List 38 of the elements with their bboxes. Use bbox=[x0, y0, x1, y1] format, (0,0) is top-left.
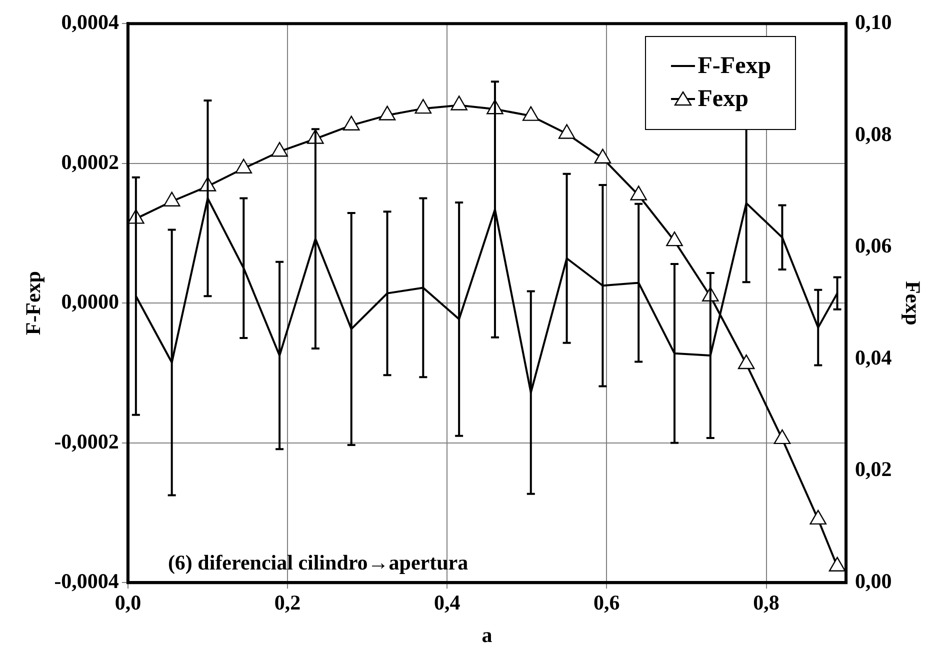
y-tick-label: 0,0002 bbox=[61, 150, 119, 174]
x-tick-label: 0,2 bbox=[274, 590, 301, 615]
y-tick-label: 0,0000 bbox=[61, 290, 119, 314]
point bbox=[828, 556, 846, 572]
point bbox=[414, 98, 432, 114]
point bbox=[235, 158, 252, 174]
point bbox=[774, 429, 791, 444]
point bbox=[271, 142, 288, 157]
x-tick-label: 0,4 bbox=[434, 590, 461, 615]
point bbox=[810, 510, 827, 525]
point bbox=[558, 124, 576, 139]
y2-tick-label: 0,08 bbox=[855, 122, 892, 146]
point bbox=[342, 116, 360, 130]
point bbox=[163, 192, 180, 206]
y-tick-label: -0,0004 bbox=[54, 569, 120, 594]
y2-tick-label: 0,02 bbox=[855, 457, 892, 482]
point bbox=[522, 106, 540, 121]
y2-tick-label: 0,00 bbox=[855, 569, 892, 594]
x-tick-label: 0,8 bbox=[753, 590, 780, 615]
y-axis-title: F-Fexp bbox=[21, 271, 46, 336]
y-tick-label: -0,0002 bbox=[54, 429, 119, 454]
point bbox=[738, 354, 755, 370]
x-tick-label: 0,0 bbox=[114, 590, 142, 615]
point bbox=[594, 148, 612, 164]
legend-label: F-Fexp bbox=[698, 52, 772, 80]
annotation: (6) diferencial cilindro→apertura bbox=[168, 550, 469, 575]
point bbox=[666, 231, 683, 246]
x-axis-title: a bbox=[482, 622, 493, 647]
y2-axis-title: Fexp bbox=[900, 280, 925, 326]
x-tick-label: 0,6 bbox=[594, 590, 620, 615]
y-tick-label: 0,0004 bbox=[61, 10, 120, 34]
point bbox=[378, 106, 396, 120]
y2-tick-label: 0,06 bbox=[855, 234, 892, 258]
y2-tick-label: 0,10 bbox=[855, 10, 892, 34]
legend-label: Fexp bbox=[698, 86, 748, 113]
y2-tick-label: 0,04 bbox=[855, 345, 892, 370]
point bbox=[450, 96, 468, 110]
point bbox=[630, 186, 647, 200]
